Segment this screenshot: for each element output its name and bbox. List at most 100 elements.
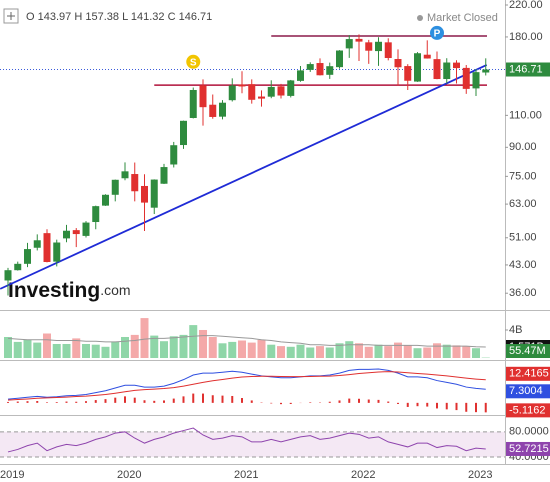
macd-histogram-bar: [338, 400, 341, 403]
y-tick-label: 110.00: [509, 109, 542, 121]
logo-main: Investing: [8, 279, 100, 302]
candle-body: [33, 240, 41, 248]
macd-histogram-bar: [309, 402, 312, 403]
candle-body: [384, 42, 392, 59]
macd-histogram-bar: [231, 395, 234, 403]
candle-body: [423, 54, 431, 59]
event-marker-label: P: [434, 29, 441, 40]
low-value: 141.32: [131, 11, 165, 23]
event-marker-label: S: [190, 57, 197, 68]
macd-histogram-bar: [397, 402, 399, 404]
volume-bar: [101, 346, 110, 358]
candle-body: [102, 194, 109, 206]
volume-bar: [316, 346, 324, 358]
volume-label: 55.47M: [509, 345, 546, 357]
candle-body: [131, 174, 139, 192]
volume-bar: [267, 344, 276, 358]
candle-body: [287, 80, 295, 96]
volume-bar: [374, 344, 383, 358]
y-tick-label: 90.00: [509, 141, 537, 153]
candle-body: [472, 72, 480, 89]
candle-body: [355, 38, 363, 42]
macd-histogram-bar: [280, 402, 282, 405]
candle-body: [219, 102, 226, 117]
macd-histogram-bar: [163, 400, 165, 403]
candle-body: [277, 86, 285, 96]
histogram-label-box: [506, 403, 550, 418]
candle-body: [199, 85, 207, 108]
candle-body: [228, 85, 236, 101]
zoom-icon: [7, 12, 15, 20]
volume-bar: [199, 329, 207, 358]
candle-body: [404, 66, 412, 81]
macd-histogram-bar: [114, 397, 117, 403]
volume-bar: [121, 336, 129, 358]
candle-body: [394, 59, 402, 68]
macd-histogram-bar: [377, 399, 380, 403]
open-label: O: [26, 11, 35, 23]
candle-body: [248, 84, 256, 100]
macd-histogram-bar: [124, 396, 126, 403]
high-label: H: [74, 11, 82, 23]
volume-ma-line: [7, 335, 486, 348]
candle-body: [443, 62, 451, 80]
signal-label: 12.4165: [509, 368, 549, 380]
volume-bar: [452, 345, 461, 358]
y-tick-label: 63.00: [509, 198, 537, 210]
candle-body: [63, 230, 70, 239]
y-tick-label: 220.00: [509, 0, 543, 11]
signal-label-box: [506, 366, 550, 381]
macd-histogram-bar: [221, 395, 224, 403]
candle-body: [297, 70, 304, 81]
y-tick-label: 180.00: [509, 31, 543, 43]
rsi-band: [0, 431, 505, 457]
candle-body: [453, 62, 460, 69]
macd-histogram-bar: [465, 402, 468, 412]
macd-histogram-bar: [16, 401, 19, 403]
candle-body: [121, 171, 129, 179]
volume-bar: [13, 341, 22, 358]
close-value: 146.71: [179, 11, 213, 23]
volume-bar: [23, 339, 32, 358]
histogram-label: -5.1162: [509, 404, 546, 416]
macd-histogram-bar: [250, 400, 253, 403]
macd-histogram-bar: [406, 402, 409, 407]
y-tick-label: 43.00: [509, 259, 537, 271]
candle-body: [43, 233, 51, 262]
candle-body: [414, 53, 421, 82]
candle-body: [4, 270, 12, 281]
candle-body: [24, 249, 31, 264]
macd-histogram-bar: [172, 398, 175, 403]
trend-line: [0, 64, 488, 290]
ohlc-header: O 143.97 H 157.38 L 141.32 C 146.71: [26, 11, 212, 23]
macd-histogram-bar: [436, 402, 438, 409]
volume-bar: [355, 343, 363, 358]
x-tick-label: 2020: [117, 469, 141, 481]
candle-body: [375, 41, 382, 52]
candle-body: [336, 50, 343, 68]
volume-bar: [472, 348, 480, 358]
candle-body: [326, 66, 334, 75]
status-dot: [417, 15, 423, 21]
macd-histogram-bar: [455, 402, 458, 411]
volume-bar: [277, 346, 285, 358]
macd-histogram-bar: [328, 401, 331, 403]
candle-body: [345, 39, 353, 49]
volume-bar: [4, 336, 12, 358]
volume-bar: [111, 341, 120, 358]
candle-body: [267, 86, 275, 97]
candle-body: [209, 104, 217, 117]
macd-histogram-bar: [65, 401, 68, 403]
macd-histogram-bar: [55, 402, 58, 403]
candle-body: [141, 185, 148, 203]
volume-label-box: [506, 344, 550, 358]
event-marker: [430, 25, 444, 40]
open-value: 143.97: [38, 11, 72, 23]
candle-body: [180, 120, 187, 146]
macd-histogram-bar: [153, 400, 156, 403]
macd-histogram-bar: [241, 398, 243, 403]
close-label: C: [168, 11, 176, 23]
macd-histogram-bar: [387, 401, 390, 403]
